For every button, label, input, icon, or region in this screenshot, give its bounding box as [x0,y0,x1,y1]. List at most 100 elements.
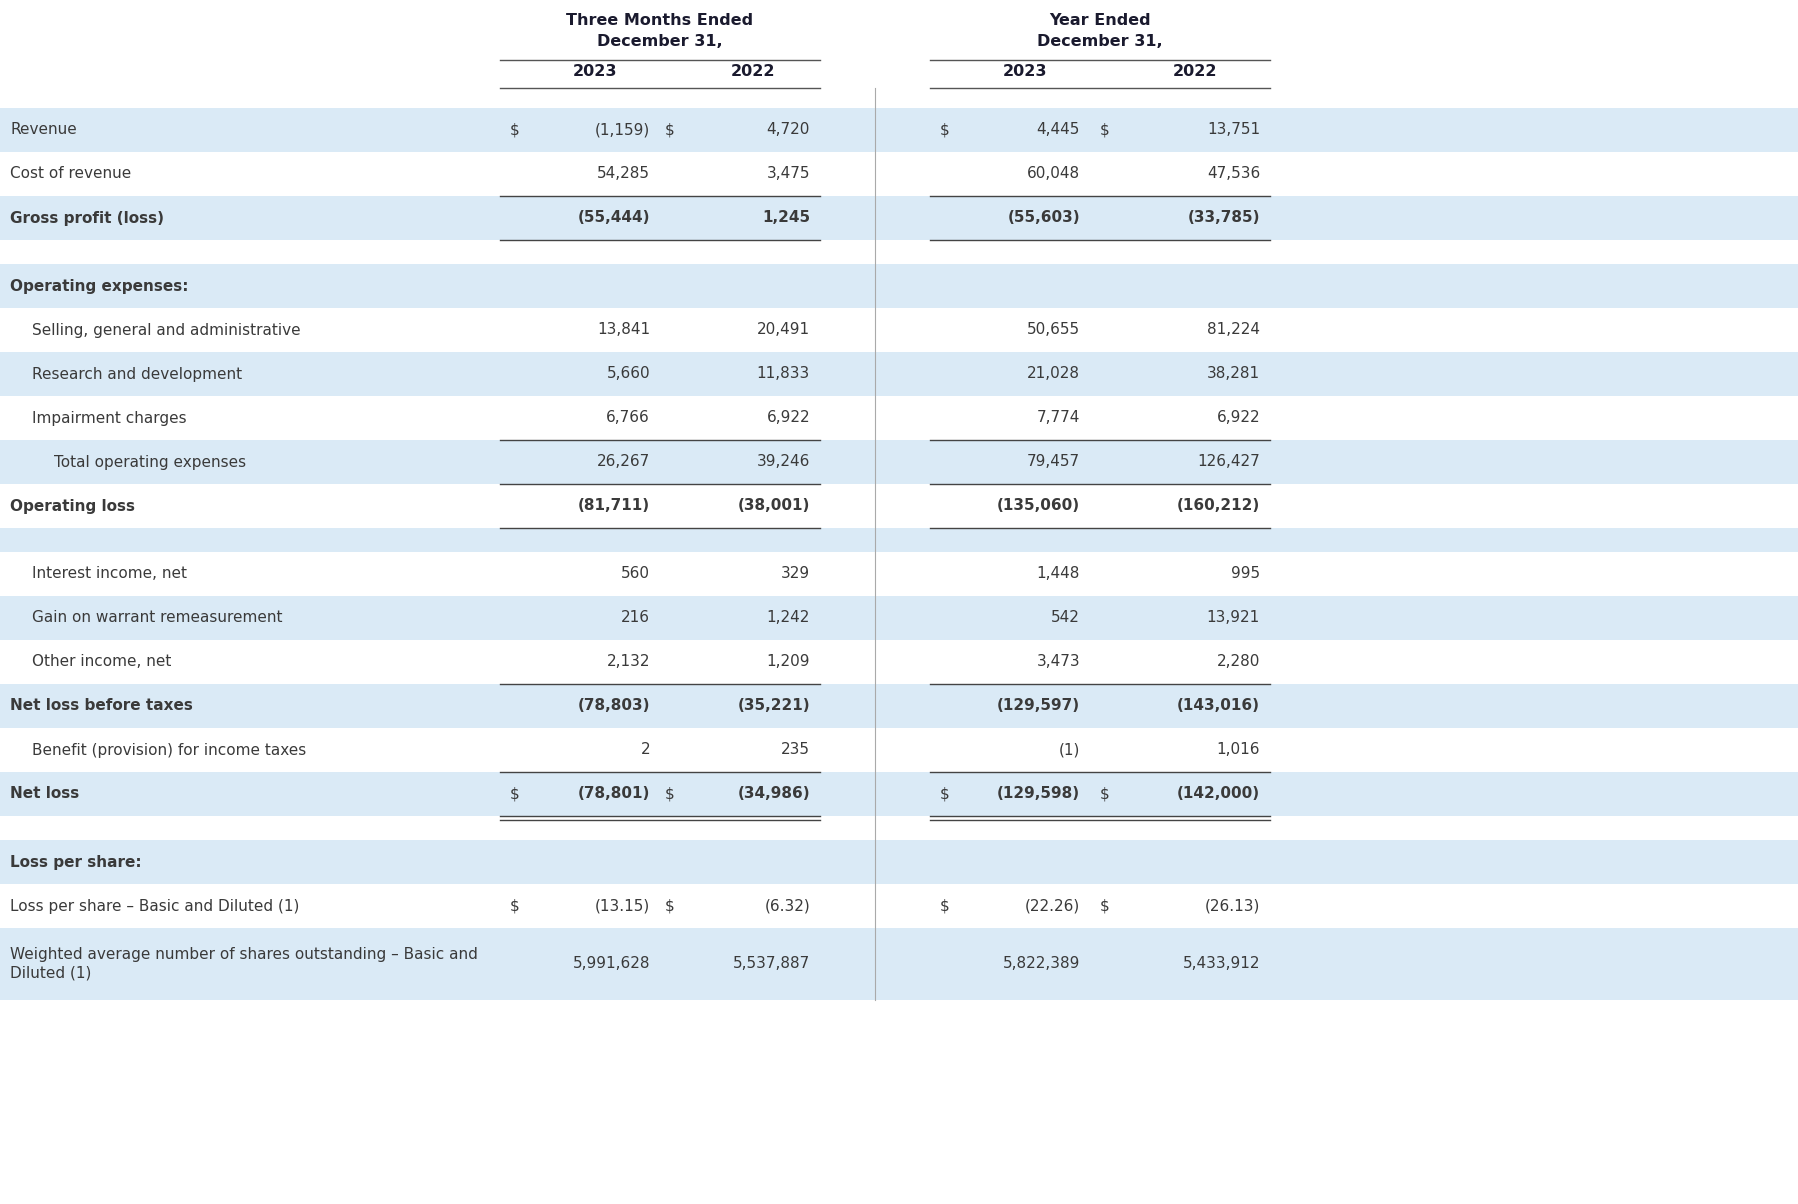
Text: 5,537,887: 5,537,887 [734,956,811,972]
Text: Selling, general and administrative: Selling, general and administrative [32,323,300,337]
Bar [0,596,1798,641]
Text: $: $ [511,786,520,802]
Text: $: $ [940,898,949,914]
Bar [0,816,1798,840]
Text: 54,285: 54,285 [597,166,651,182]
Text: Impairment charges: Impairment charges [32,411,187,425]
Bar [0,484,1798,529]
Text: 38,281: 38,281 [1206,366,1260,382]
Text: 11,833: 11,833 [757,366,811,382]
Text: (143,016): (143,016) [1178,698,1260,714]
Text: Revenue: Revenue [11,123,77,137]
Text: 4,720: 4,720 [766,123,811,137]
Text: (160,212): (160,212) [1176,498,1260,513]
Text: 6,922: 6,922 [766,411,811,425]
Text: 21,028: 21,028 [1027,366,1081,382]
Text: 1,245: 1,245 [762,211,811,225]
Text: 1,448: 1,448 [1037,567,1081,582]
Text: 60,048: 60,048 [1027,166,1081,182]
Text: (55,444): (55,444) [577,211,651,225]
Text: (26.13): (26.13) [1205,898,1260,914]
Text: Loss per share – Basic and Diluted (1): Loss per share – Basic and Diluted (1) [11,898,300,914]
Text: December 31,: December 31, [1037,34,1163,49]
Text: Three Months Ended: Three Months Ended [566,13,753,28]
Text: 1,209: 1,209 [766,655,811,669]
Text: 542: 542 [1052,610,1081,626]
Text: 50,655: 50,655 [1027,323,1081,337]
Text: 1,016: 1,016 [1217,743,1260,757]
Text: (34,986): (34,986) [737,786,811,802]
Text: $: $ [1100,786,1109,802]
Text: 13,751: 13,751 [1206,123,1260,137]
Bar [0,240,1798,264]
Text: 5,660: 5,660 [606,366,651,382]
Text: 2022: 2022 [1172,64,1217,79]
Text: Research and development: Research and development [32,366,243,382]
Text: (129,598): (129,598) [996,786,1081,802]
Text: Other income, net: Other income, net [32,655,171,669]
Bar [0,529,1798,551]
Text: 2022: 2022 [730,64,775,79]
Text: 235: 235 [780,743,811,757]
Text: 39,246: 39,246 [757,454,811,470]
Text: Benefit (provision) for income taxes: Benefit (provision) for income taxes [32,743,306,757]
Text: (13.15): (13.15) [595,898,651,914]
Text: (78,803): (78,803) [577,698,651,714]
Text: (33,785): (33,785) [1187,211,1260,225]
Text: Operating expenses:: Operating expenses: [11,278,189,294]
Text: (1): (1) [1059,743,1081,757]
Text: December 31,: December 31, [597,34,723,49]
Text: 126,427: 126,427 [1197,454,1260,470]
Text: (142,000): (142,000) [1178,786,1260,802]
Text: (1,159): (1,159) [595,123,651,137]
Text: (55,603): (55,603) [1007,211,1081,225]
Text: 79,457: 79,457 [1027,454,1081,470]
Text: $: $ [1100,123,1109,137]
Text: 2: 2 [640,743,651,757]
Text: Gain on warrant remeasurement: Gain on warrant remeasurement [32,610,282,626]
Bar [0,308,1798,352]
Text: 7,774: 7,774 [1037,411,1081,425]
Text: (38,001): (38,001) [737,498,811,513]
Bar [0,396,1798,439]
Text: 995: 995 [1232,567,1260,582]
Text: $: $ [665,123,674,137]
Text: (6.32): (6.32) [764,898,811,914]
Bar [0,728,1798,772]
Text: 4,445: 4,445 [1037,123,1081,137]
Text: (22.26): (22.26) [1025,898,1081,914]
Text: (81,711): (81,711) [577,498,651,513]
Text: (35,221): (35,221) [737,698,811,714]
Bar [0,772,1798,816]
Text: 1,242: 1,242 [766,610,811,626]
Bar [0,352,1798,396]
Bar [0,551,1798,596]
Text: 3,473: 3,473 [1036,655,1081,669]
Text: Gross profit (loss): Gross profit (loss) [11,211,164,225]
Text: 5,433,912: 5,433,912 [1183,956,1260,972]
Text: Diluted (1): Diluted (1) [11,966,92,981]
Text: $: $ [511,123,520,137]
Text: 20,491: 20,491 [757,323,811,337]
Bar [0,840,1798,884]
Text: 5,822,389: 5,822,389 [1003,956,1081,972]
Text: 2023: 2023 [574,64,617,79]
Text: 2,132: 2,132 [606,655,651,669]
Text: 5,991,628: 5,991,628 [572,956,651,972]
Bar [0,152,1798,196]
Bar [0,196,1798,240]
Text: 47,536: 47,536 [1206,166,1260,182]
Text: 216: 216 [620,610,651,626]
Text: Total operating expenses: Total operating expenses [54,454,246,470]
Text: 329: 329 [780,567,811,582]
Text: Interest income, net: Interest income, net [32,567,187,582]
Text: $: $ [1100,898,1109,914]
Text: $: $ [665,898,674,914]
Text: 6,766: 6,766 [606,411,651,425]
Text: $: $ [665,786,674,802]
Text: 26,267: 26,267 [597,454,651,470]
Bar [0,684,1798,728]
Text: 560: 560 [620,567,651,582]
Text: 3,475: 3,475 [766,166,811,182]
Text: 6,922: 6,922 [1217,411,1260,425]
